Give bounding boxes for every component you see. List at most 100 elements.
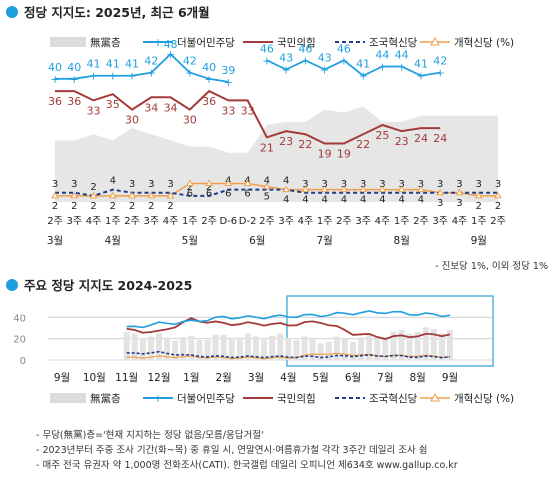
bar-none: [374, 336, 381, 360]
legend-label: 無黨층: [90, 36, 121, 49]
legend-marker-reform: [430, 392, 440, 402]
point-dem: +: [147, 67, 156, 80]
point-dem: +: [436, 67, 445, 80]
label-rebuild: 3: [495, 179, 501, 190]
bar-none: [447, 330, 453, 360]
point-reform: [474, 191, 483, 199]
label-dem: 42: [433, 55, 447, 68]
point-reform: [417, 185, 425, 193]
x-tick-week: 1주: [471, 216, 487, 227]
bar-none: [358, 337, 365, 360]
series-area-none: [55, 106, 498, 202]
x-tick-month: 11월: [115, 372, 138, 384]
label-dem: 41: [356, 58, 370, 71]
bar-none: [253, 336, 259, 360]
label-ppp: 34: [164, 101, 178, 114]
x-tick-week: 1주: [105, 216, 121, 227]
label-reform: 3: [437, 198, 443, 209]
legend-item: 조국혁신당: [335, 37, 418, 49]
point-reform: [205, 179, 213, 187]
x-tick-month: 1월: [183, 372, 199, 384]
x-tick-week: 1주: [182, 216, 198, 227]
label-reform: 4: [399, 195, 405, 206]
x-tick-week: 1주: [394, 216, 410, 227]
label-reform: 6: [244, 189, 250, 200]
bar-none: [204, 339, 211, 360]
point-reform: [455, 188, 464, 196]
legend-item: 국민의힘: [243, 393, 316, 405]
bar-none: [341, 338, 348, 360]
point-reform: [185, 179, 194, 187]
label-reform: 2: [90, 201, 96, 212]
x-tick-week: 2주: [47, 216, 63, 227]
bar-none: [390, 331, 397, 360]
label-reform: 4: [321, 195, 327, 206]
x-tick-month: 9월: [471, 235, 487, 247]
point-reform: [378, 185, 387, 193]
label-dem: 40: [48, 61, 62, 74]
x-tick-month: 8월: [394, 235, 410, 247]
bar-none: [261, 339, 268, 360]
bar-none: [398, 329, 405, 360]
label-reform: 2: [71, 201, 77, 212]
bar-none: [244, 333, 251, 360]
point-reform: [166, 191, 175, 199]
chart1-legend: 無黨층 + 더불어민주당 국민의힘 조국혁신당 개혁신당 (%): [50, 36, 514, 49]
y-tick: 40: [13, 313, 26, 324]
bar-none: [123, 331, 130, 360]
label-dem: 39: [221, 64, 235, 77]
point-reform: [147, 191, 156, 199]
legend-swatch-none: [50, 37, 86, 47]
bar-none: [430, 329, 437, 360]
x-tick-week: D-6: [220, 216, 238, 227]
series-line-rebuild: [126, 350, 451, 359]
x-tick-week: 3주: [355, 216, 371, 227]
point-reform: [89, 191, 98, 199]
chart1-title: 정당 지지도: 2025년, 최근 6개월: [24, 5, 210, 20]
x-tick-week: 2주: [201, 216, 217, 227]
bar-none: [212, 334, 219, 360]
legend-label: 국민의힘: [277, 37, 316, 49]
x-tick-week: 2주: [490, 216, 506, 227]
chart2-title: 주요 정당 지지도 2024-2025: [24, 278, 192, 293]
point-dem: +: [262, 54, 271, 67]
label-rebuild: 3: [360, 179, 366, 190]
legend-item: + 더불어민주당: [143, 392, 235, 405]
bar-none: [277, 333, 284, 360]
label-ppp: 24: [414, 132, 428, 145]
x-tick-week: 4주: [163, 216, 179, 227]
point-dem: +: [339, 54, 348, 67]
chart2-legend: 無黨층 + 더불어민주당 국민의힘 조국혁신당 개혁신당 (%): [50, 392, 514, 405]
label-ppp: 33: [87, 104, 101, 117]
series-line-ppp: [126, 317, 451, 340]
point-dem: +: [378, 60, 387, 73]
x-tick-month: 3월: [47, 235, 63, 247]
label-rebuild: 2: [90, 182, 96, 193]
label-ppp: 34: [144, 101, 158, 114]
label-rebuild: 3: [129, 179, 135, 190]
point-reform: [359, 185, 368, 193]
bar-none: [438, 333, 445, 360]
bar-none: [382, 337, 389, 360]
label-reform: 4: [360, 195, 366, 206]
point-dem: +: [282, 64, 291, 77]
bar-none: [269, 335, 276, 360]
legend-label: 조국혁신당: [369, 37, 418, 49]
bullet-icon: [6, 6, 18, 18]
legend-marker-reform: [430, 36, 440, 46]
label-rebuild: 2: [206, 182, 212, 193]
point-dem: +: [166, 48, 175, 61]
chart2-plot: 40 20 0 9월 10월 11월 12월 1월 2월 3월 4월 5월 6월 7월 8월 9월: [13, 295, 494, 384]
label-rebuild: 3: [476, 179, 482, 190]
label-ppp: 33: [221, 104, 235, 117]
bar-none: [147, 336, 154, 360]
label-reform: 6: [187, 189, 193, 200]
bar-none: [422, 327, 429, 360]
point-reform: [108, 191, 117, 199]
label-dem: 43: [318, 52, 332, 65]
bar-none: [333, 336, 340, 360]
label-ppp: 35: [106, 98, 120, 111]
bar-none: [131, 333, 138, 360]
